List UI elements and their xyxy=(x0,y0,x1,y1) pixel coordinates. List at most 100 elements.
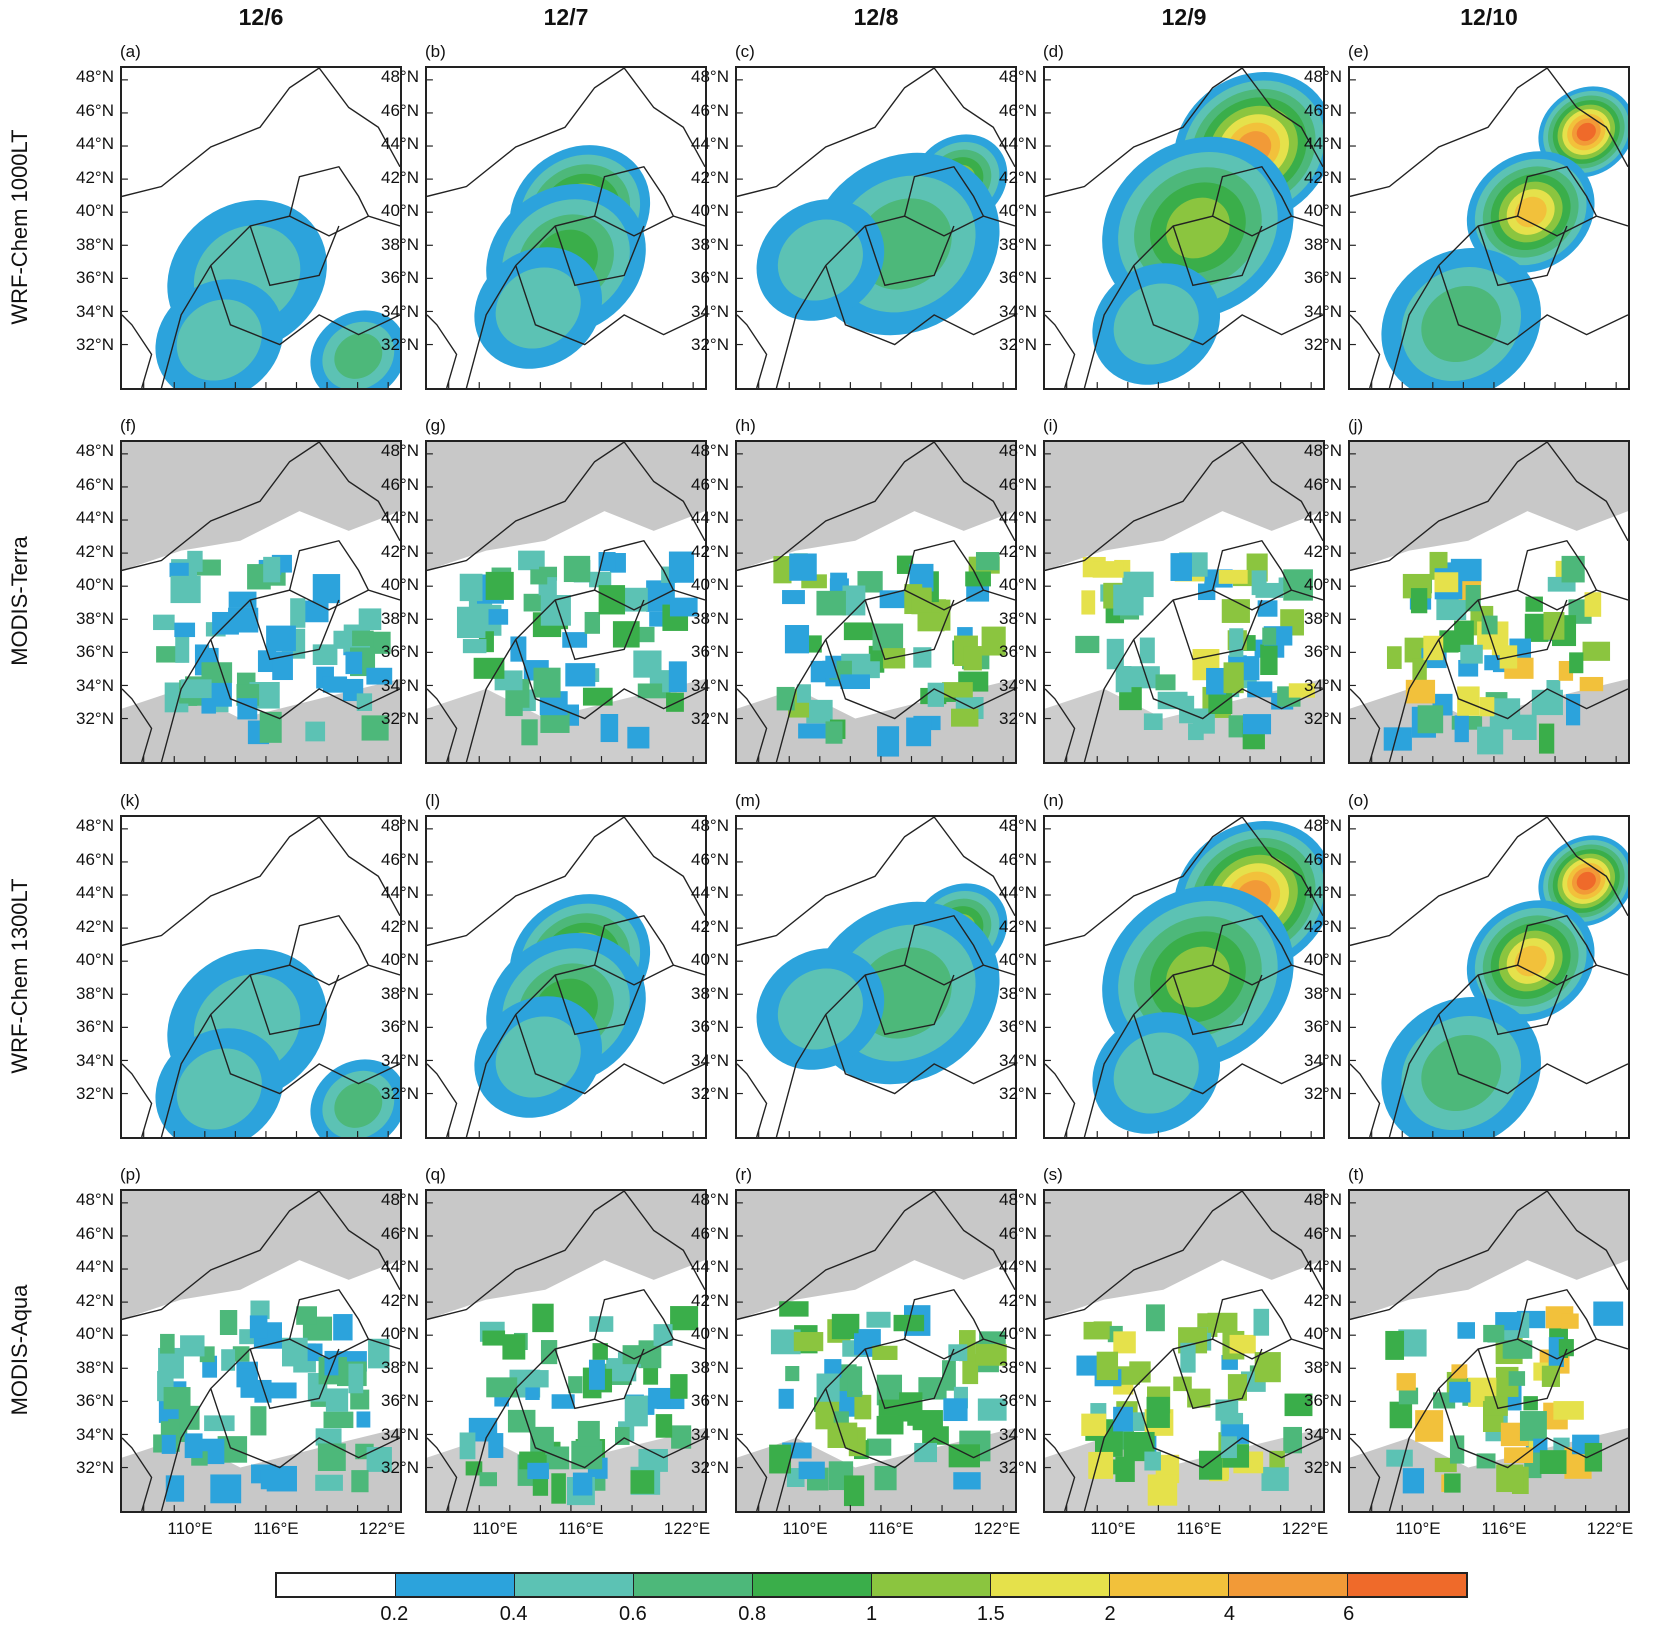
boundary-line xyxy=(593,539,675,591)
boundary-line xyxy=(515,1388,705,1469)
lat-tick-label: 34°N xyxy=(381,301,419,321)
aod-cell xyxy=(1457,1322,1476,1339)
aod-cell xyxy=(1504,1447,1534,1463)
boundary-line xyxy=(825,639,1015,720)
boundary-line xyxy=(825,265,1015,346)
aod-cell xyxy=(1146,1396,1170,1428)
lat-tick-label: 42°N xyxy=(381,1290,419,1310)
aod-cell xyxy=(1449,1435,1465,1464)
aod-cell xyxy=(1565,694,1581,726)
boundary-line xyxy=(1211,165,1293,217)
lat-tick-label: 42°N xyxy=(1304,1290,1342,1310)
aod-cell xyxy=(627,726,650,749)
aod-cell xyxy=(1229,628,1244,657)
aod-cell xyxy=(1143,713,1163,730)
boundary-line xyxy=(864,225,955,287)
boundary-line xyxy=(427,1191,625,1321)
aod-cell xyxy=(1253,1308,1270,1336)
aod-cell xyxy=(854,1394,872,1420)
lat-tick-label: 48°N xyxy=(381,1190,419,1209)
boundary-line xyxy=(249,1348,340,1410)
aod-contour xyxy=(495,267,581,349)
lat-tick-label: 46°N xyxy=(76,100,114,120)
lat-tick-label: 36°N xyxy=(1304,642,1342,661)
boundary-line xyxy=(465,589,705,762)
lat-tick-label: 44°N xyxy=(381,883,419,902)
aod-cell xyxy=(789,553,817,581)
lat-tick-label: 34°N xyxy=(381,1424,419,1444)
aod-cell xyxy=(843,622,874,641)
aod-cell xyxy=(577,1420,600,1447)
aod-cell xyxy=(232,1346,250,1362)
aod-cell xyxy=(1519,1411,1547,1441)
aod-cell xyxy=(1396,1373,1416,1391)
aod-field xyxy=(1350,817,1628,1137)
aod-cell xyxy=(1144,1451,1161,1471)
lat-tick-label: 44°N xyxy=(76,1257,114,1276)
aod-cell xyxy=(187,550,203,572)
boundary-line xyxy=(737,1437,768,1511)
aod-cell xyxy=(874,1465,897,1491)
column-header: 12/6 xyxy=(238,4,284,30)
boundary-line xyxy=(1477,974,1568,1036)
aod-cell xyxy=(981,626,1006,656)
aod-cell xyxy=(1083,1321,1110,1340)
aod-cell xyxy=(1541,1365,1560,1387)
boundary-line xyxy=(864,599,955,661)
aod-cell xyxy=(160,1333,175,1354)
aod-cell xyxy=(1283,1426,1303,1454)
aod-cell xyxy=(778,1388,794,1409)
aod-cell xyxy=(1260,644,1278,675)
boundary-line xyxy=(1172,599,1263,661)
boundary-line xyxy=(515,639,705,720)
lat-tick-label: 42°N xyxy=(691,1290,729,1310)
aod-cell xyxy=(563,555,591,583)
aod-cell xyxy=(825,721,843,744)
lat-tick-label: 36°N xyxy=(76,1391,114,1410)
lat-tick-label: 32°N xyxy=(691,1084,729,1103)
lat-tick-label: 32°N xyxy=(381,1458,419,1477)
boundary-line xyxy=(933,1191,1015,1291)
lat-tick-label: 42°N xyxy=(76,1290,114,1310)
aod-cell xyxy=(876,1415,904,1435)
lat-tick-label: 32°N xyxy=(999,1084,1037,1103)
map-panel xyxy=(1043,815,1325,1139)
boundary-line xyxy=(318,817,400,917)
lat-tick-label: 32°N xyxy=(1304,1084,1342,1103)
aod-cell xyxy=(178,1405,200,1430)
lat-tick-label: 36°N xyxy=(999,1391,1037,1410)
boundary-line xyxy=(1350,688,1381,762)
aod-cell xyxy=(582,687,613,706)
boundary-line xyxy=(1045,1191,1243,1321)
lat-tick-label: 42°N xyxy=(691,167,729,187)
boundary-line xyxy=(1350,68,1548,198)
aod-cell xyxy=(843,1475,865,1507)
boundary-line xyxy=(1516,165,1598,217)
lat-tick-label: 46°N xyxy=(1304,100,1342,120)
aod-cell xyxy=(1412,658,1427,682)
colorbar-tick-label: 4 xyxy=(1223,1603,1235,1625)
lat-tick-label: 38°N xyxy=(999,1357,1037,1377)
aod-contour xyxy=(1514,945,1547,977)
boundary-line xyxy=(737,314,768,388)
aod-field xyxy=(1350,1191,1628,1511)
colorbar-swatch xyxy=(277,1574,396,1596)
lat-tick-label: 32°N xyxy=(691,709,729,728)
lat-tick-label: 46°N xyxy=(381,849,419,869)
aod-cell xyxy=(322,676,348,693)
boundary-line xyxy=(737,688,768,762)
lon-tick-label: 122°E xyxy=(663,1519,711,1538)
aod-field xyxy=(427,68,705,388)
lat-tick-label: 40°N xyxy=(76,1324,114,1343)
aod-cell xyxy=(323,1411,354,1429)
aod-cell xyxy=(568,1376,583,1394)
lat-tick-label: 46°N xyxy=(1304,474,1342,494)
lat-tick-label: 46°N xyxy=(76,474,114,494)
boundary-line xyxy=(1241,1191,1323,1291)
lat-tick-label: 42°N xyxy=(999,167,1037,187)
boundary-line xyxy=(122,442,320,572)
lat-tick-label: 32°N xyxy=(1304,335,1342,354)
aod-cell xyxy=(633,650,662,678)
colorbar-tick-label: 0.2 xyxy=(380,1603,409,1625)
lat-tick-label: 36°N xyxy=(76,642,114,661)
